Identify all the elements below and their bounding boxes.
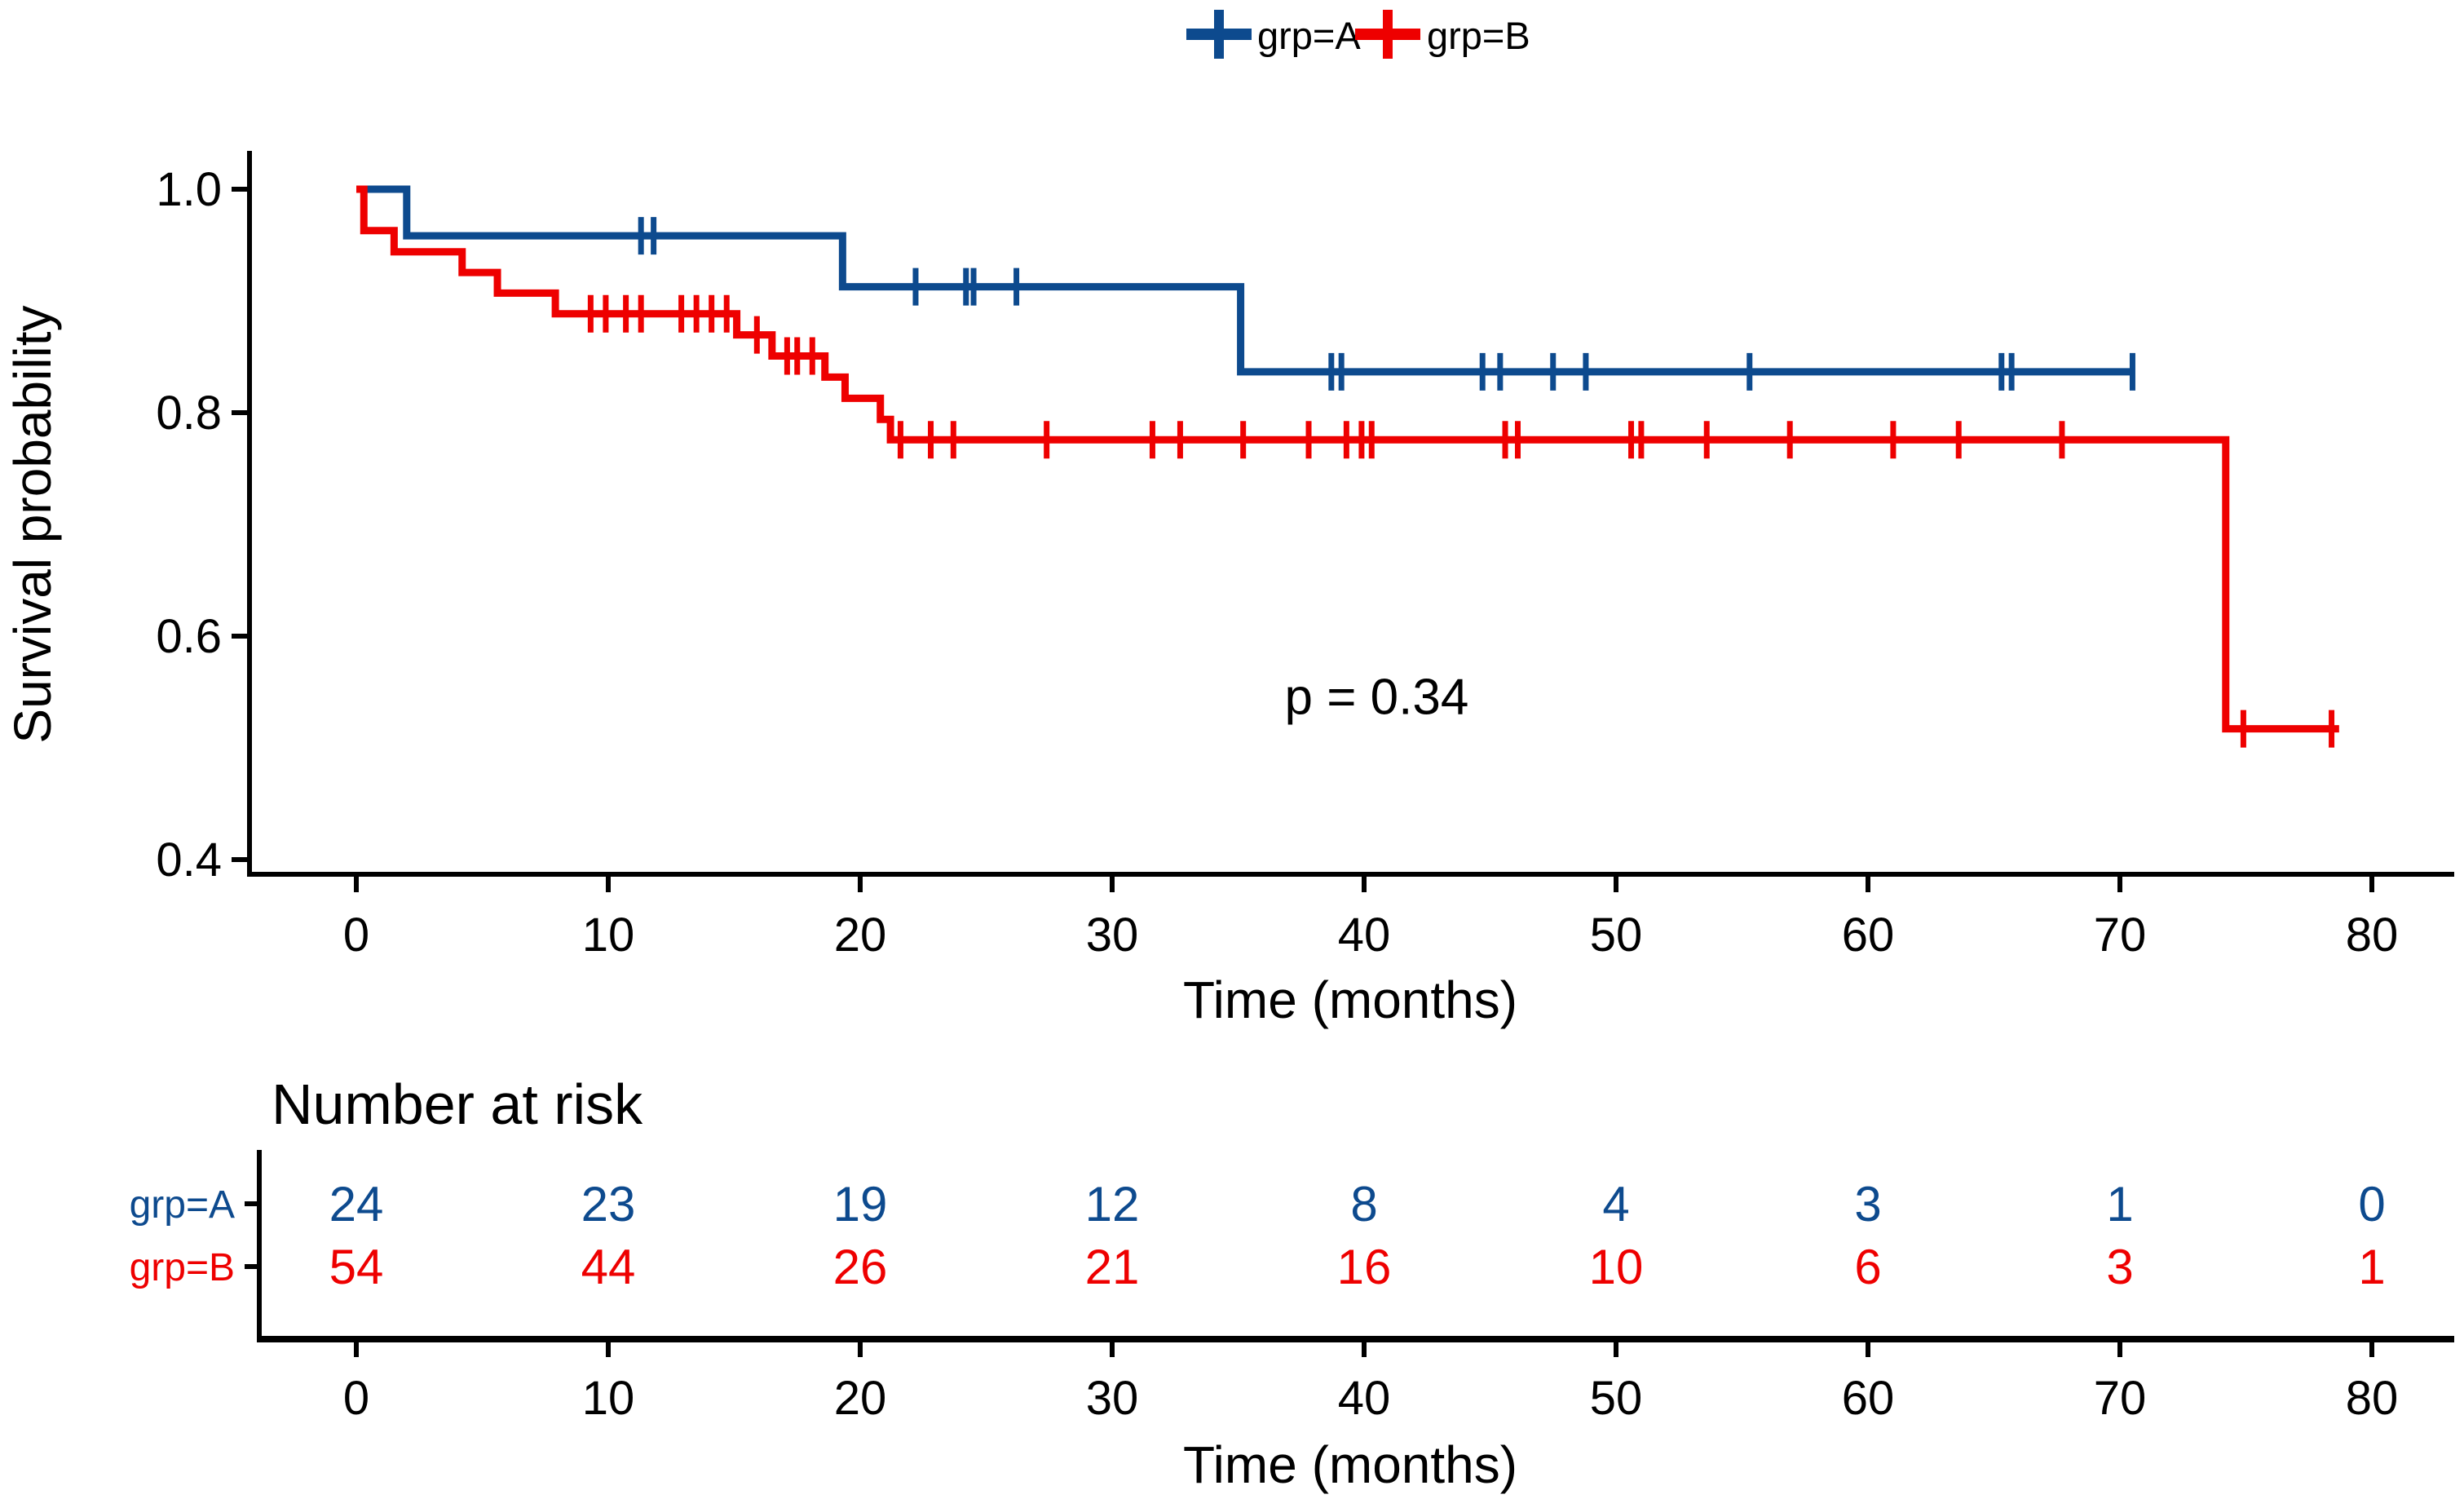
risk-x-tick-label: 60 bbox=[1842, 1372, 1895, 1425]
risk-x-tick-label: 80 bbox=[2346, 1372, 2399, 1425]
main-x-axis-title: Time (months) bbox=[1183, 971, 1517, 1029]
risk-x-tick-label: 0 bbox=[343, 1372, 369, 1425]
main-y-tick-label: 1.0 bbox=[156, 163, 222, 216]
survival-curve-grp-b bbox=[356, 185, 2339, 733]
main-y-tick-label: 0.6 bbox=[156, 610, 222, 663]
risk-count: 19 bbox=[833, 1177, 888, 1231]
risk-count: 4 bbox=[1602, 1177, 1629, 1231]
risk-x-tick-label: 40 bbox=[1338, 1372, 1391, 1425]
risk-x-tick-label: 20 bbox=[834, 1372, 887, 1425]
survival-curve-grp-a bbox=[356, 185, 2133, 376]
risk-count: 24 bbox=[329, 1177, 384, 1231]
risk-count: 12 bbox=[1085, 1177, 1140, 1231]
main-y-axis-title: Survival probability bbox=[3, 305, 62, 743]
risk-x-tick-label: 10 bbox=[582, 1372, 635, 1425]
risk-x-tick-label: 50 bbox=[1590, 1372, 1643, 1425]
risk-table-title: Number at risk bbox=[272, 1072, 643, 1136]
risk-count: 1 bbox=[2106, 1177, 2133, 1231]
risk-count: 54 bbox=[329, 1240, 384, 1294]
risk-row-label-2: grp=B bbox=[130, 1246, 235, 1289]
risk-x-tick-label: 70 bbox=[2094, 1372, 2147, 1425]
main-x-tick-label: 20 bbox=[834, 909, 887, 962]
main-x-tick-label: 0 bbox=[343, 909, 369, 962]
main-x-tick-label: 50 bbox=[1590, 909, 1643, 962]
risk-count: 26 bbox=[833, 1240, 888, 1294]
main-x-tick-label: 60 bbox=[1842, 909, 1895, 962]
main-x-tick-label: 10 bbox=[582, 909, 635, 962]
main-y-tick-label: 0.8 bbox=[156, 387, 222, 440]
risk-x-axis-title: Time (months) bbox=[1183, 1435, 1517, 1494]
main-x-tick-label: 30 bbox=[1086, 909, 1139, 962]
risk-count: 3 bbox=[2106, 1240, 2133, 1294]
main-x-tick-label: 40 bbox=[1338, 909, 1391, 962]
legend-label-2: grp=B bbox=[1427, 14, 1530, 57]
risk-count: 1 bbox=[2358, 1240, 2385, 1294]
risk-count: 3 bbox=[1854, 1177, 1881, 1231]
risk-x-tick-label: 30 bbox=[1086, 1372, 1139, 1425]
risk-count: 8 bbox=[1350, 1177, 1377, 1231]
legend-label-1: grp=A bbox=[1257, 14, 1361, 57]
risk-count: 44 bbox=[581, 1240, 636, 1294]
risk-count: 0 bbox=[2358, 1177, 2385, 1231]
main-y-tick-label: 0.4 bbox=[156, 834, 222, 887]
p-value-annotation: p = 0.34 bbox=[1285, 669, 1469, 725]
main-x-tick-label: 70 bbox=[2094, 909, 2147, 962]
risk-count: 6 bbox=[1854, 1240, 1881, 1294]
risk-count: 16 bbox=[1337, 1240, 1392, 1294]
risk-count: 21 bbox=[1085, 1240, 1140, 1294]
risk-row-label-1: grp=A bbox=[130, 1183, 235, 1227]
risk-count: 23 bbox=[581, 1177, 636, 1231]
risk-count: 10 bbox=[1589, 1240, 1644, 1294]
main-x-tick-label: 80 bbox=[2346, 909, 2399, 962]
